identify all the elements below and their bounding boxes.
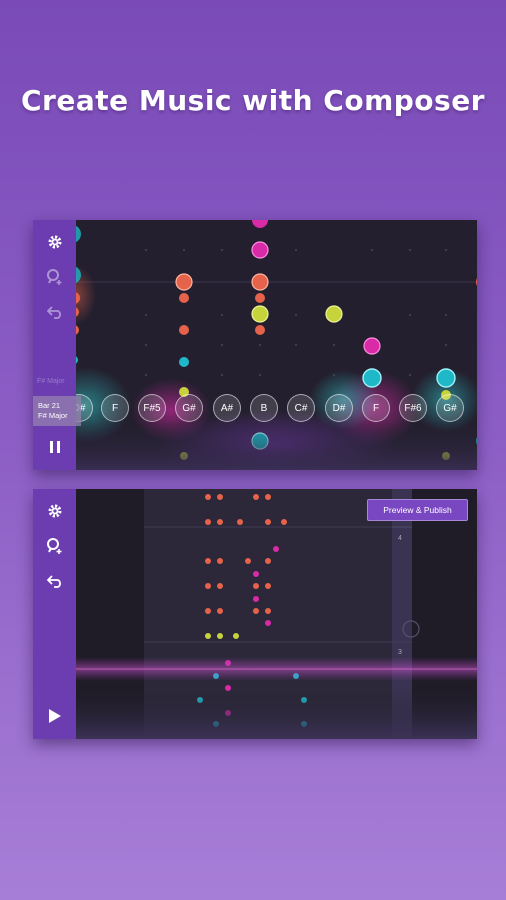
composer-screenshot-editing: 4 3 Preview & Publish <box>33 489 477 739</box>
pause-icon[interactable] <box>44 436 66 458</box>
note-key-button[interactable]: A# <box>213 394 241 422</box>
play-icon[interactable] <box>44 705 66 727</box>
composer-screenshot-playing: F# Major Bar 21 F# Major <box>33 220 477 470</box>
note-key-button[interactable]: G# <box>436 394 464 422</box>
sidebar <box>33 489 76 739</box>
sidebar <box>33 220 76 470</box>
preview-publish-button[interactable]: Preview & Publish <box>367 499 468 521</box>
bar-info-label: Bar 21 F# Major <box>33 396 81 426</box>
measure-number: 4 <box>398 535 402 542</box>
note-key-button[interactable]: F <box>362 394 390 422</box>
undo-icon[interactable] <box>44 570 66 592</box>
undo-icon[interactable] <box>44 301 66 323</box>
note-key-button[interactable]: F#6 <box>399 394 427 422</box>
faint-key-label: F# Major <box>37 378 65 385</box>
measure-number: 3 <box>398 649 402 656</box>
note-key-button[interactable]: F#5 <box>138 394 166 422</box>
note-key-button[interactable]: D# <box>325 394 353 422</box>
note-editor-grid[interactable] <box>76 489 477 739</box>
note-key-button[interactable]: B <box>250 394 278 422</box>
note-key-button[interactable]: C# <box>287 394 315 422</box>
gear-icon[interactable] <box>44 231 66 253</box>
note-key-button[interactable]: G# <box>175 394 203 422</box>
note-keys-row: D# F F#5 G# A# B C# D# F F#6 G# <box>33 394 477 424</box>
zoom-add-icon[interactable] <box>44 266 66 288</box>
headline: Create Music with Composer <box>20 84 485 117</box>
bar-number: Bar 21 <box>38 401 61 410</box>
key-name: F# Major <box>38 411 68 420</box>
gear-icon[interactable] <box>44 500 66 522</box>
note-key-button[interactable]: F <box>101 394 129 422</box>
note-editor-visualization <box>76 489 477 739</box>
note-grid[interactable] <box>76 220 477 470</box>
zoom-add-icon[interactable] <box>44 535 66 557</box>
note-visualization <box>76 220 477 470</box>
